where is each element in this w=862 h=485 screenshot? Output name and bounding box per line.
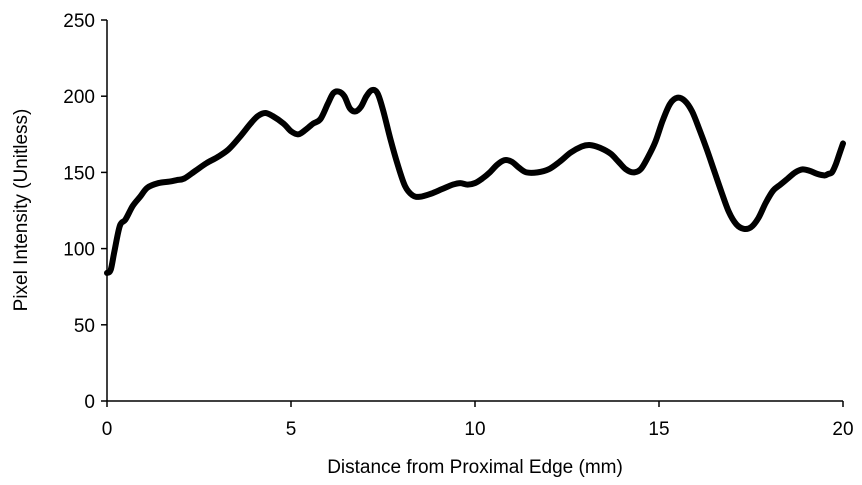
y-tick-label: 50 — [74, 316, 95, 337]
y-tick-label: 200 — [63, 87, 95, 108]
x-axis-ticks: 0 5 10 15 20 — [102, 401, 854, 440]
y-tick-label: 0 — [84, 392, 95, 413]
x-tick-label: 5 — [286, 419, 297, 440]
x-tick-label: 10 — [464, 419, 485, 440]
y-tick-label: 250 — [63, 11, 95, 32]
x-tick-label: 20 — [832, 419, 853, 440]
x-axis-title: Distance from Proximal Edge (mm) — [327, 457, 623, 478]
series-layer — [104, 86, 846, 276]
y-axis-title: Pixel Intensity (Unitless) — [11, 109, 32, 312]
y-tick-label: 150 — [63, 163, 95, 184]
y-axis-ticks: 0 50 100 150 200 250 — [63, 11, 107, 413]
x-tick-label: 0 — [102, 419, 113, 440]
x-tick-label: 15 — [648, 419, 669, 440]
y-tick-label: 100 — [63, 240, 95, 261]
series-line — [104, 86, 846, 276]
